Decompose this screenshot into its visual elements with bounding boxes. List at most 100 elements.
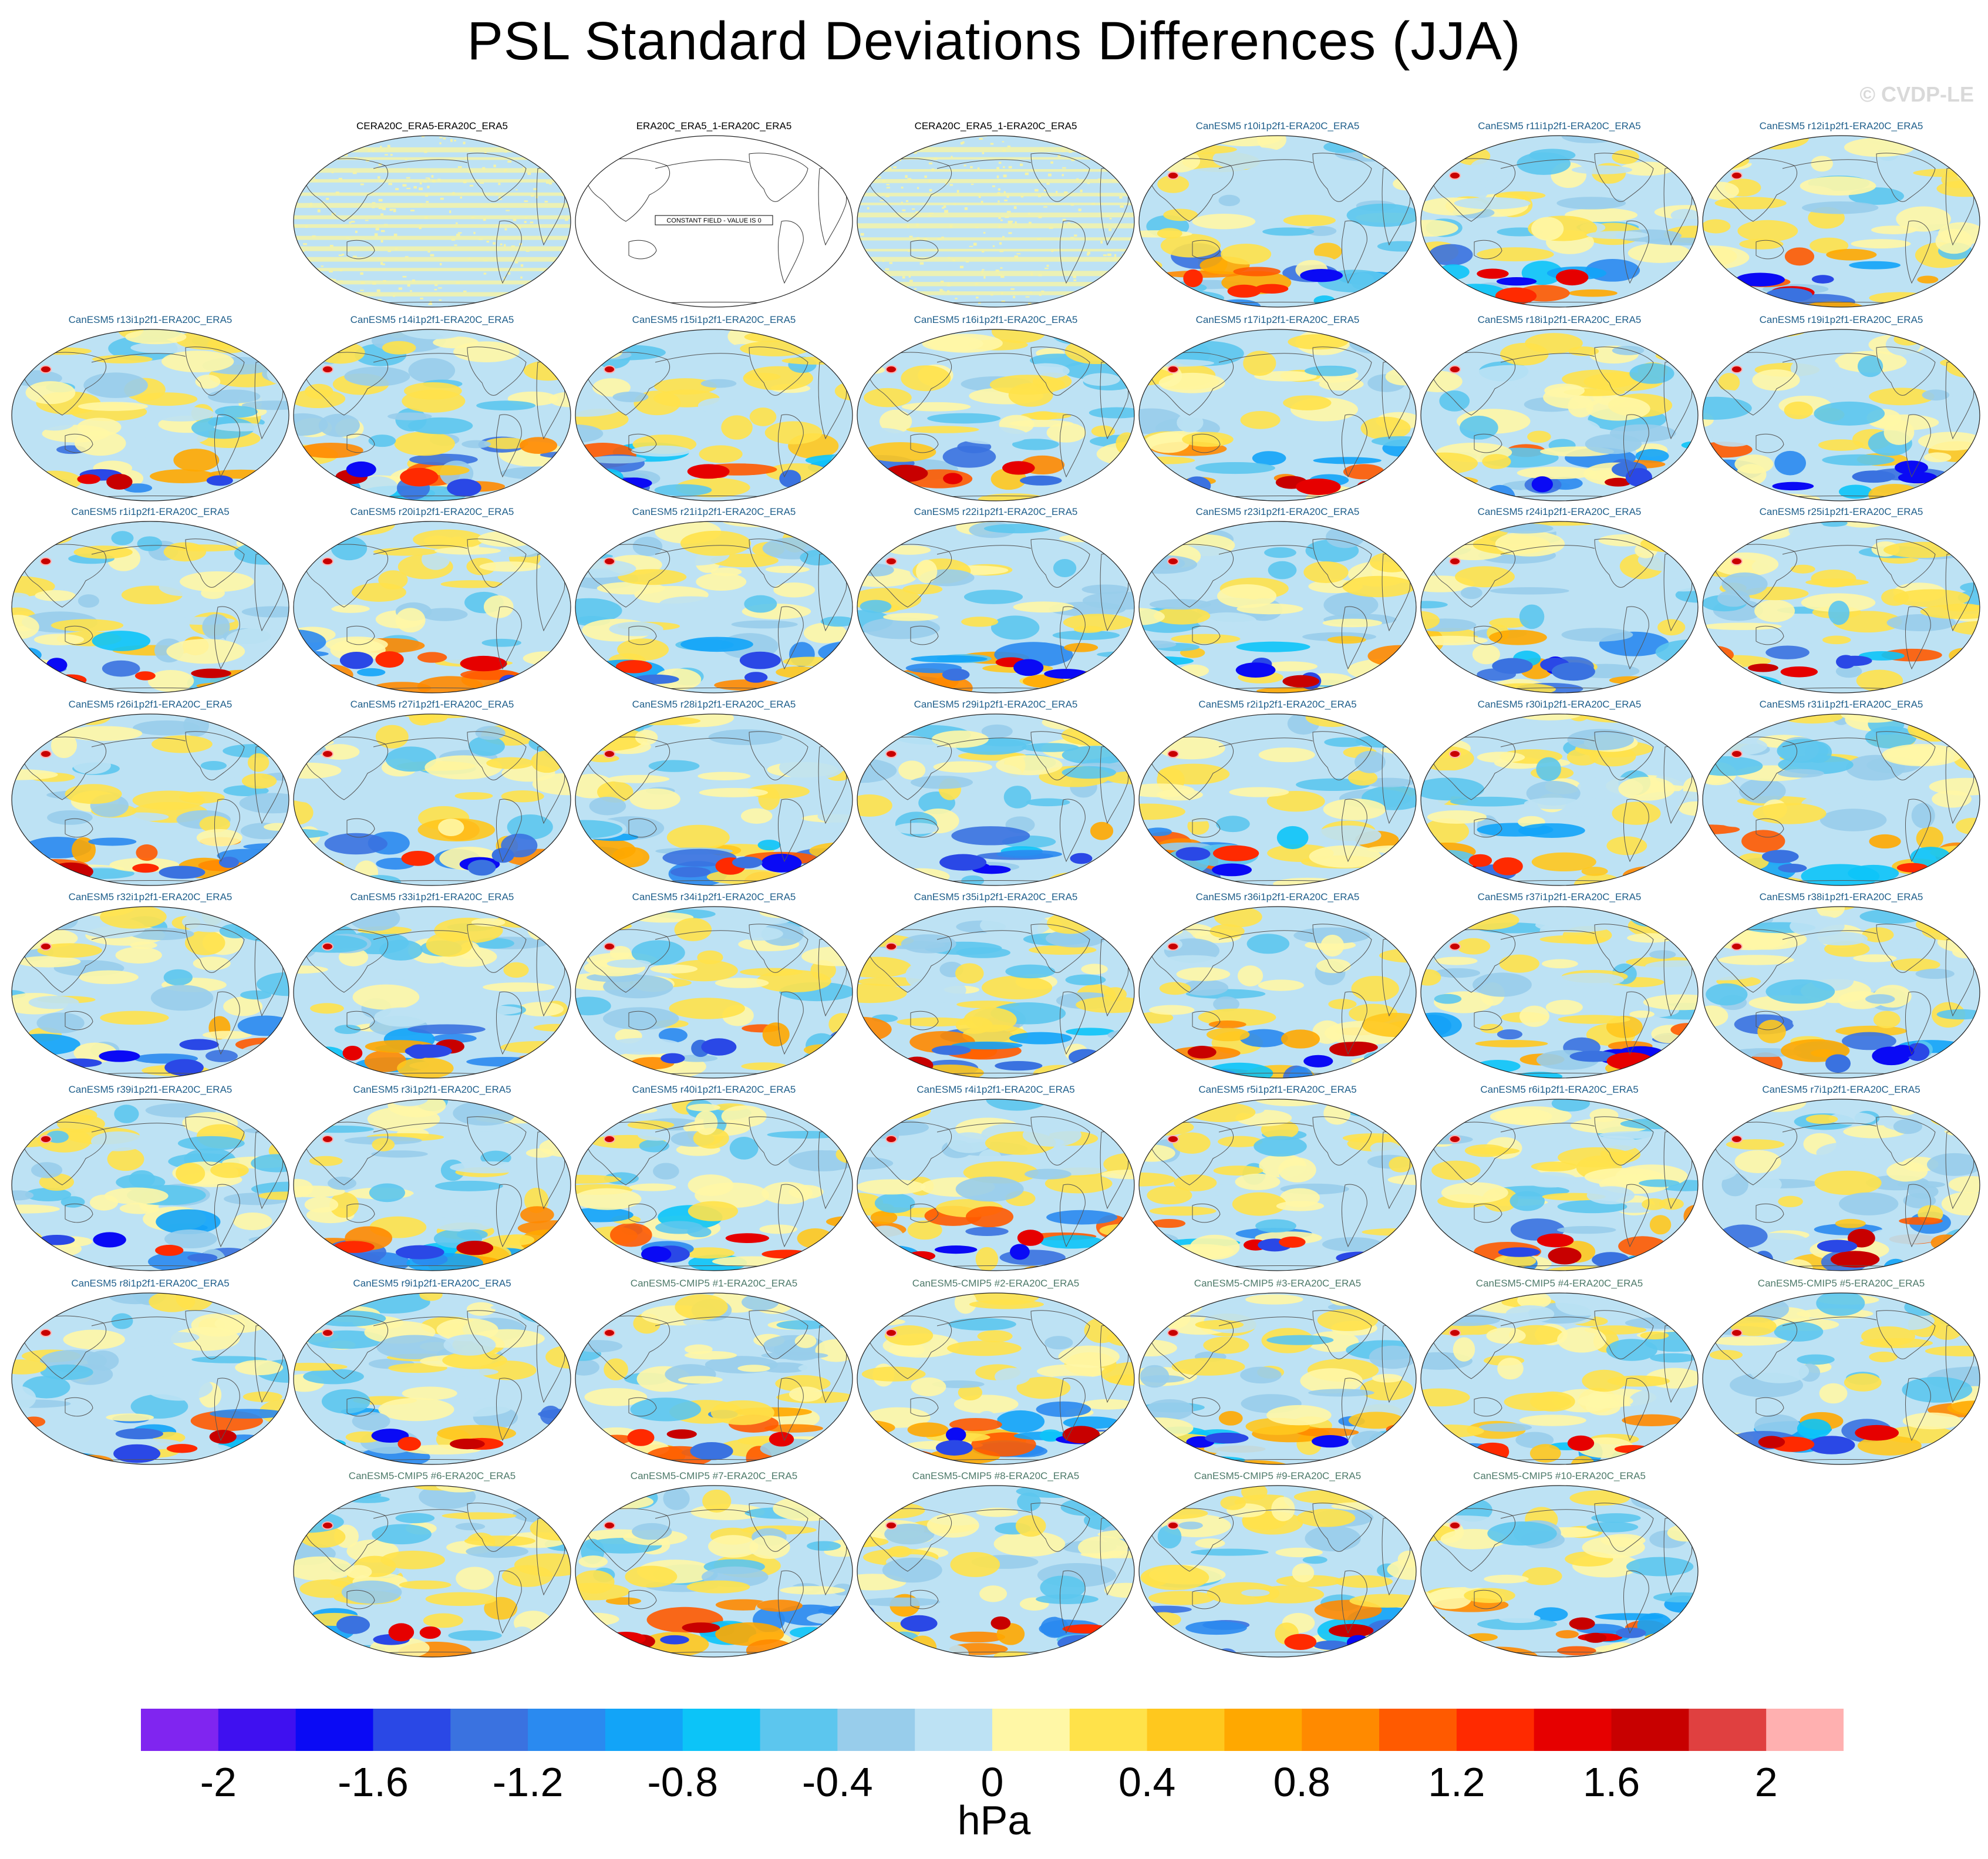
panel-title: CanESM5 r24i1p2f1-ERA20C_ERA5 xyxy=(1477,506,1642,517)
globe-map xyxy=(575,521,853,693)
colorbar-swatch xyxy=(1534,1709,1612,1751)
colorbar-tick-labels: -2 -1.6 -1.2 -0.8 -0.4 0 0.4 0.8 1.2 1.6 2 xyxy=(141,1759,1844,1811)
panel-title: CanESM5 r4i1p2f1-ERA20C_ERA5 xyxy=(916,1084,1075,1095)
panel-title: CanESM5 r27i1p2f1-ERA20C_ERA5 xyxy=(350,699,514,710)
colorbar-swatch xyxy=(1147,1709,1225,1751)
panel-title: CanESM5 r22i1p2f1-ERA20C_ERA5 xyxy=(914,506,1078,517)
panel-title: CanESM5 r21i1p2f1-ERA20C_ERA5 xyxy=(632,506,796,517)
map-panel: CanESM5 r13i1p2f1-ERA20C_ERA5 xyxy=(9,314,291,506)
panel-title: CanESM5-CMIP5 #7-ERA20C_ERA5 xyxy=(630,1470,798,1481)
panel-title: CanESM5 r19i1p2f1-ERA20C_ERA5 xyxy=(1759,314,1923,325)
colorbar-swatch xyxy=(992,1709,1070,1751)
panel-title: CanESM5-CMIP5 #1-ERA20C_ERA5 xyxy=(630,1278,798,1289)
globe-map xyxy=(857,1292,1135,1465)
panel-title: CanESM5-CMIP5 #6-ERA20C_ERA5 xyxy=(348,1470,516,1481)
globe-map xyxy=(575,1292,853,1465)
map-panel: CanESM5 r20i1p2f1-ERA20C_ERA5 xyxy=(291,506,573,698)
panel-title: CanESM5-CMIP5 #9-ERA20C_ERA5 xyxy=(1194,1470,1362,1481)
globe-map xyxy=(1138,521,1417,693)
panel-title: CanESM5 r1i1p2f1-ERA20C_ERA5 xyxy=(71,506,230,517)
panel-title: CanESM5-CMIP5 #10-ERA20C_ERA5 xyxy=(1473,1470,1646,1481)
map-panel: CanESM5 r10i1p2f1-ERA20C_ERA5 xyxy=(1137,120,1418,312)
globe-map xyxy=(293,135,571,308)
colorbar-swatch xyxy=(1611,1709,1689,1751)
panel-title: CanESM5 r28i1p2f1-ERA20C_ERA5 xyxy=(632,699,796,710)
globe-map xyxy=(1702,1099,1980,1271)
globe-map xyxy=(857,906,1135,1079)
colorbar-swatch xyxy=(605,1709,683,1751)
globe-map: CONSTANT FIELD - VALUE IS 0 xyxy=(575,135,853,308)
colorbar-tick-label: -1.6 xyxy=(338,1759,409,1805)
panel-title: CanESM5 r9i1p2f1-ERA20C_ERA5 xyxy=(353,1278,511,1289)
map-panel: CanESM5-CMIP5 #4-ERA20C_ERA5 xyxy=(1418,1278,1700,1469)
globe-map xyxy=(1138,1485,1417,1658)
colorbar-tick-label: 2 xyxy=(1754,1759,1778,1805)
colorbar-swatch xyxy=(1766,1709,1844,1751)
map-panel: CanESM5-CMIP5 #2-ERA20C_ERA5 xyxy=(855,1278,1137,1469)
panel-title: CanESM5 r5i1p2f1-ERA20C_ERA5 xyxy=(1198,1084,1357,1095)
globe-map xyxy=(1138,329,1417,501)
panel-title: CanESM5 r35i1p2f1-ERA20C_ERA5 xyxy=(914,891,1078,902)
colorbar-units: hPa xyxy=(957,1797,1031,1843)
globe-map xyxy=(1420,906,1699,1079)
globe-map xyxy=(1420,1099,1699,1271)
map-panel: CERA20C_ERA5-ERA20C_ERA5 xyxy=(291,120,573,312)
map-panel: CanESM5 r38i1p2f1-ERA20C_ERA5 xyxy=(1700,891,1982,1083)
colorbar-tick-label: -1.2 xyxy=(492,1759,564,1805)
colorbar-swatch xyxy=(1456,1709,1535,1751)
globe-map xyxy=(575,906,853,1079)
panel-title: CanESM5 r16i1p2f1-ERA20C_ERA5 xyxy=(914,314,1078,325)
panel-title: CanESM5 r26i1p2f1-ERA20C_ERA5 xyxy=(68,699,233,710)
colorbar-swatch xyxy=(373,1709,451,1751)
colorbar-swatch xyxy=(450,1709,528,1751)
globe-map xyxy=(575,1099,853,1271)
map-panel: CanESM5 r39i1p2f1-ERA20C_ERA5 xyxy=(9,1084,291,1275)
globe-map xyxy=(857,135,1135,308)
map-panel: CanESM5 r16i1p2f1-ERA20C_ERA5 xyxy=(855,314,1137,506)
colorbar-tick-label: -0.4 xyxy=(802,1759,873,1805)
globe-map xyxy=(1702,906,1980,1079)
map-panel: CanESM5-CMIP5 #8-ERA20C_ERA5 xyxy=(855,1470,1137,1662)
map-panel: CanESM5 r12i1p2f1-ERA20C_ERA5 xyxy=(1700,120,1982,312)
panel-title: CanESM5-CMIP5 #8-ERA20C_ERA5 xyxy=(912,1470,1080,1481)
map-panel: CanESM5 r7i1p2f1-ERA20C_ERA5 xyxy=(1700,1084,1982,1275)
globe-map xyxy=(1702,1292,1980,1465)
constant-field-label: CONSTANT FIELD - VALUE IS 0 xyxy=(666,217,761,224)
map-panel: CanESM5 r37i1p2f1-ERA20C_ERA5 xyxy=(1418,891,1700,1083)
globe-map xyxy=(293,329,571,501)
map-panel: CanESM5 r21i1p2f1-ERA20C_ERA5 xyxy=(573,506,855,698)
colorbar-swatch xyxy=(1069,1709,1148,1751)
map-panel: CanESM5-CMIP5 #6-ERA20C_ERA5 xyxy=(291,1470,573,1662)
panel-title: CanESM5 r20i1p2f1-ERA20C_ERA5 xyxy=(350,506,514,517)
map-panel: CanESM5 r11i1p2f1-ERA20C_ERA5 xyxy=(1418,120,1700,312)
map-panel: CanESM5 r24i1p2f1-ERA20C_ERA5 xyxy=(1418,506,1700,698)
map-panel: CanESM5 r33i1p2f1-ERA20C_ERA5 xyxy=(291,891,573,1083)
panel-title: CanESM5 r13i1p2f1-ERA20C_ERA5 xyxy=(68,314,233,325)
globe-map xyxy=(575,329,853,501)
globe-map xyxy=(1420,1485,1699,1658)
panel-title: CanESM5 r15i1p2f1-ERA20C_ERA5 xyxy=(632,314,796,325)
colorbar-tick-label: 0.8 xyxy=(1273,1759,1330,1805)
panel-title: CanESM5 r31i1p2f1-ERA20C_ERA5 xyxy=(1759,699,1923,710)
map-panel: CanESM5 r18i1p2f1-ERA20C_ERA5 xyxy=(1418,314,1700,506)
map-panel: CanESM5 r34i1p2f1-ERA20C_ERA5 xyxy=(573,891,855,1083)
panel-title: CanESM5 r23i1p2f1-ERA20C_ERA5 xyxy=(1195,506,1360,517)
map-panel: CanESM5-CMIP5 #3-ERA20C_ERA5 xyxy=(1137,1278,1418,1469)
globe-map xyxy=(1702,713,1980,886)
globe-map xyxy=(293,1099,571,1271)
panel-title: CanESM5 r8i1p2f1-ERA20C_ERA5 xyxy=(71,1278,230,1289)
globe-map xyxy=(293,521,571,693)
panel-title: CanESM5-CMIP5 #5-ERA20C_ERA5 xyxy=(1757,1278,1925,1289)
globe-map xyxy=(293,1485,571,1658)
globe-map xyxy=(857,329,1135,501)
map-panel: CanESM5 r6i1p2f1-ERA20C_ERA5 xyxy=(1418,1084,1700,1275)
colorbar-tick-label: -0.8 xyxy=(647,1759,719,1805)
globe-map xyxy=(293,906,571,1079)
globe-map xyxy=(575,713,853,886)
panel-title: CanESM5 r18i1p2f1-ERA20C_ERA5 xyxy=(1477,314,1642,325)
globe-map xyxy=(11,1292,289,1465)
map-panel: CanESM5 r14i1p2f1-ERA20C_ERA5 xyxy=(291,314,573,506)
globe-map xyxy=(1702,135,1980,308)
panel-title: CanESM5 r37i1p2f1-ERA20C_ERA5 xyxy=(1477,891,1642,902)
globe-map xyxy=(1420,329,1699,501)
